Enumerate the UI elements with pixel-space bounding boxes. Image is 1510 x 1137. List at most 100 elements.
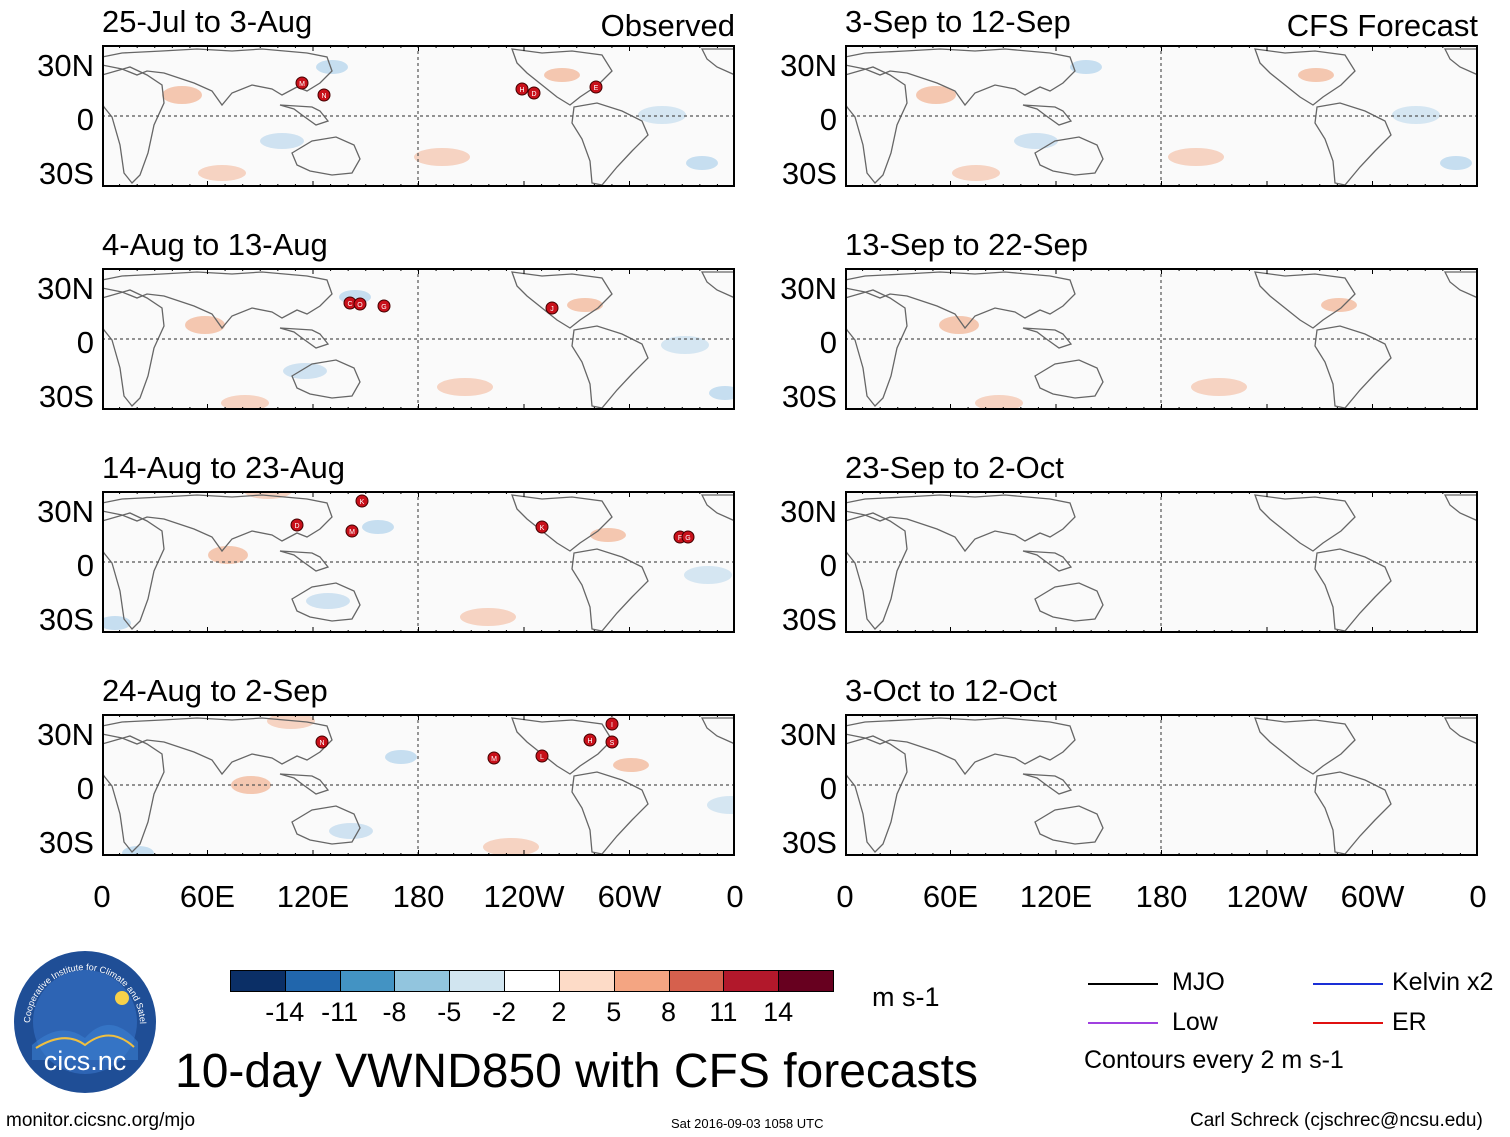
wind-anomaly-shading [1014, 133, 1058, 149]
forecast-map-panel [845, 45, 1478, 187]
wind-anomaly-shading [1191, 378, 1247, 396]
colorbar-tick-label: 2 [551, 997, 567, 1027]
storm-letter: E [594, 85, 599, 92]
coastline [1443, 48, 1478, 76]
coastline [571, 548, 649, 632]
forecast-panel-title: 3-Sep to 12-Sep [845, 4, 1071, 39]
latitude-label: 30S [38, 825, 94, 860]
storm-letter: C [347, 301, 352, 308]
wind-anomaly-shading [483, 838, 539, 856]
storm-letter: G [685, 535, 690, 542]
latitude-label: 30N [780, 271, 837, 306]
tropical-cyclone-marker: M [487, 751, 501, 765]
coastline [291, 359, 361, 399]
footer-timestamp: Sat 2016-09-03 1058 UTC [671, 1116, 824, 1131]
storm-letter: N [321, 93, 326, 100]
wind-anomaly-shading [1168, 148, 1224, 166]
storm-letter: S [610, 740, 615, 747]
coastline [102, 735, 165, 853]
wind-anomaly-shading [661, 336, 709, 354]
longitude-label: 60W [597, 879, 662, 914]
tropical-cyclone-marker: H [515, 82, 529, 96]
coastline [511, 271, 613, 329]
wind-anomaly-shading [613, 758, 649, 772]
latitude-label: 30N [780, 717, 837, 752]
latitude-label: 30N [37, 48, 94, 83]
wind-anomaly-shading [1440, 156, 1472, 170]
storm-letter: J [550, 306, 554, 313]
tropical-cyclone-marker: O [353, 297, 367, 311]
coastline [845, 735, 908, 853]
forecast-map-panel [845, 491, 1478, 633]
forecast-panel-title: 13-Sep to 22-Sep [845, 227, 1089, 262]
logo-text: cics.nc [44, 1046, 127, 1076]
wind-anomaly-shading [1070, 60, 1102, 74]
longitude-label: 120E [276, 879, 350, 914]
coastline [700, 271, 735, 299]
wind-anomaly-shading [306, 593, 350, 609]
coastline [845, 66, 908, 184]
observed-panel-title: 24-Aug to 2-Sep [102, 673, 328, 708]
longitude-label: 180 [1135, 879, 1188, 914]
wind-anomaly-shading [162, 86, 202, 104]
observed-map-panel: N M L I H S [102, 714, 735, 856]
coastline [845, 494, 1076, 553]
footer-url[interactable]: monitor.cicsnc.org/mjo [6, 1110, 196, 1131]
coastline [511, 48, 613, 106]
coastline [102, 717, 333, 776]
longitude-label: 60E [179, 879, 236, 914]
observed-map-panel: M N HD E [102, 45, 735, 187]
coastline [845, 512, 908, 630]
latitude-label: 30S [781, 379, 837, 414]
wind-anomaly-shading [1392, 106, 1440, 124]
wind-anomaly-shading [208, 546, 248, 564]
footer-author: Carl Schreck (cjschrec@ncsu.edu) [1190, 1110, 1483, 1131]
coastline [1022, 104, 1073, 126]
coastline [102, 512, 165, 630]
wind-anomaly-shading [185, 316, 225, 334]
tropical-cyclone-marker: J [545, 301, 559, 315]
wind-anomaly-shading [707, 796, 735, 814]
wind-anomaly-shading [709, 386, 735, 400]
tropical-cyclone-marker: M [345, 524, 359, 538]
tropical-cyclone-marker: H [583, 733, 597, 747]
tropical-cyclone-marker: C [343, 296, 357, 310]
observed-panel-title: 4-Aug to 13-Aug [102, 227, 328, 262]
wind-anomaly-shading [198, 165, 246, 181]
coastline [1022, 773, 1073, 795]
latitude-label: 30N [37, 494, 94, 529]
coastline [1034, 805, 1104, 845]
latitude-label: 0 [819, 548, 837, 583]
colorbar-tick-label: 11 [709, 997, 738, 1027]
storm-letter: H [587, 738, 592, 745]
latitude-label: 0 [76, 771, 94, 806]
cics-logo: Cooperative Institute for Climate and Sa… [7, 942, 160, 1095]
coastline [1254, 717, 1356, 775]
longitude-label: 120W [1226, 879, 1308, 914]
coastline [1254, 271, 1356, 329]
coastline [571, 102, 649, 186]
latitude-label: 30S [781, 602, 837, 637]
coastline [511, 717, 613, 775]
coastline [1314, 771, 1392, 855]
coastline [291, 582, 361, 622]
wind-anomaly-shading [684, 566, 732, 584]
longitude-label: 60E [922, 879, 979, 914]
wind-anomaly-shading [231, 776, 271, 794]
coastline [1443, 271, 1478, 299]
coastline [1034, 359, 1104, 399]
colorbar-tick-label: 5 [606, 997, 622, 1027]
colorbar-swatch [778, 970, 834, 992]
wind-anomaly-shading [638, 106, 686, 124]
tropical-cyclone-marker: M [295, 76, 309, 90]
forecast-panel-tag: CFS Forecast [1286, 8, 1478, 43]
legend-kelvin-label: Kelvin x2 [1392, 968, 1494, 996]
latitude-label: 0 [819, 325, 837, 360]
tropical-cyclone-marker: N [315, 735, 329, 749]
storm-letter: M [349, 529, 355, 536]
coastline [511, 494, 613, 552]
colorbar-swatch [284, 970, 341, 992]
coastline [1443, 494, 1478, 522]
latitude-label: 30S [781, 156, 837, 191]
wind-anomaly-shading [939, 316, 979, 334]
